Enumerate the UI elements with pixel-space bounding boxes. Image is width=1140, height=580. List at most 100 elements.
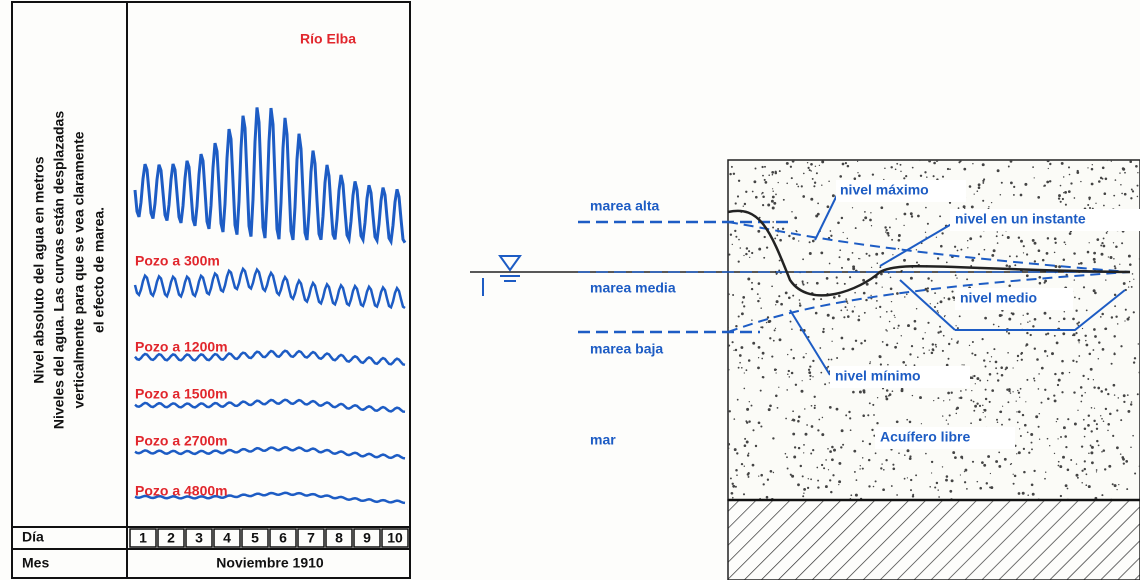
sand-dot <box>736 474 738 476</box>
sand-dot <box>1080 181 1081 182</box>
sand-dot <box>1008 265 1011 268</box>
sand-dot <box>749 257 750 258</box>
sand-dot <box>1063 317 1066 320</box>
sand-dot <box>1038 249 1041 252</box>
sand-dot <box>809 241 811 243</box>
day: 1 <box>139 530 147 546</box>
sand-dot <box>1007 236 1010 239</box>
sand-dot <box>937 303 939 305</box>
sand-dot <box>1027 494 1029 496</box>
sand-dot <box>1115 179 1117 181</box>
sand-dot <box>1062 456 1065 459</box>
sand-dot <box>1092 349 1094 351</box>
sand-dot <box>1068 190 1071 193</box>
sand-dot <box>1002 234 1004 236</box>
sand-dot <box>799 299 801 301</box>
sand-dot <box>752 342 755 345</box>
sand-dot <box>1124 172 1126 174</box>
sand-dot <box>1002 406 1003 407</box>
sand-dot <box>731 166 733 168</box>
sand-dot <box>803 488 806 491</box>
sand-dot <box>1120 419 1122 421</box>
sand-dot <box>934 292 936 294</box>
sand-dot <box>760 326 762 328</box>
sand-dot <box>1093 252 1096 255</box>
sand-dot <box>1078 263 1080 265</box>
curve-label: Pozo a 1200m <box>135 339 228 355</box>
sand-dot <box>917 215 920 218</box>
sand-dot <box>1008 166 1010 168</box>
sand-dot <box>1079 342 1080 343</box>
sand-dot <box>927 223 929 225</box>
sand-dot <box>909 457 912 460</box>
sand-dot <box>1030 334 1032 336</box>
sand-dot <box>808 369 810 371</box>
sand-dot <box>1105 408 1107 410</box>
sand-dot <box>752 191 754 193</box>
sand-dot <box>969 185 972 188</box>
sand-dot <box>854 471 856 473</box>
sand-dot <box>855 340 857 342</box>
sand-dot <box>1096 428 1098 430</box>
sand-dot <box>1121 242 1123 244</box>
sand-dot <box>1105 388 1108 391</box>
sand-dot <box>962 364 963 365</box>
sand-dot <box>1113 258 1115 260</box>
sand-dot <box>896 494 898 496</box>
sand-dot <box>971 259 974 262</box>
sand-dot <box>854 292 856 294</box>
sand-dot <box>1016 400 1017 401</box>
sand-dot <box>743 206 744 207</box>
sand-dot <box>983 359 985 361</box>
sand-dot <box>732 485 735 488</box>
sand-dot <box>917 356 919 358</box>
sand-dot <box>847 302 848 303</box>
sand-dot <box>829 406 832 409</box>
sand-dot <box>1076 463 1077 464</box>
sand-dot <box>728 254 730 256</box>
sand-dot <box>1041 367 1044 370</box>
sand-dot <box>741 463 743 465</box>
sand-dot <box>812 178 814 180</box>
sand-dot <box>1049 163 1051 165</box>
sand-dot <box>991 356 992 357</box>
sand-dot <box>790 321 792 323</box>
sand-dot <box>775 372 776 373</box>
sand-dot <box>787 354 788 355</box>
sand-dot <box>760 390 762 392</box>
curve-label: Pozo a 1500m <box>135 386 228 402</box>
sand-dot <box>773 472 774 473</box>
sand-dot <box>806 424 808 426</box>
sand-dot <box>1034 318 1037 321</box>
sand-dot <box>1059 465 1062 468</box>
sand-dot <box>1121 193 1123 195</box>
day: 9 <box>363 530 371 546</box>
day: 10 <box>387 530 403 546</box>
sand-dot <box>1092 164 1093 165</box>
sand-dot <box>1051 352 1054 355</box>
sand-dot <box>852 267 855 270</box>
sand-dot <box>894 317 895 318</box>
sand-dot <box>902 361 905 364</box>
sand-dot <box>1072 318 1075 321</box>
sand-dot <box>794 217 797 220</box>
sand-dot <box>1105 178 1108 181</box>
sand-dot <box>814 396 816 398</box>
sand-dot <box>995 361 998 364</box>
sand-dot <box>743 255 744 256</box>
label: marea media <box>590 280 676 296</box>
sand-dot <box>1091 446 1094 449</box>
sand-dot <box>807 487 809 489</box>
sand-dot <box>847 315 850 318</box>
sand-dot <box>791 177 793 179</box>
sand-dot <box>1090 451 1093 454</box>
sand-dot <box>742 296 745 299</box>
sand-dot <box>1046 181 1049 184</box>
sand-dot <box>1038 276 1041 279</box>
sand-dot <box>1128 255 1131 258</box>
sand-dot <box>831 359 833 361</box>
sand-dot <box>1055 242 1057 244</box>
sand-dot <box>737 195 739 197</box>
row-label: Mes <box>22 555 49 571</box>
